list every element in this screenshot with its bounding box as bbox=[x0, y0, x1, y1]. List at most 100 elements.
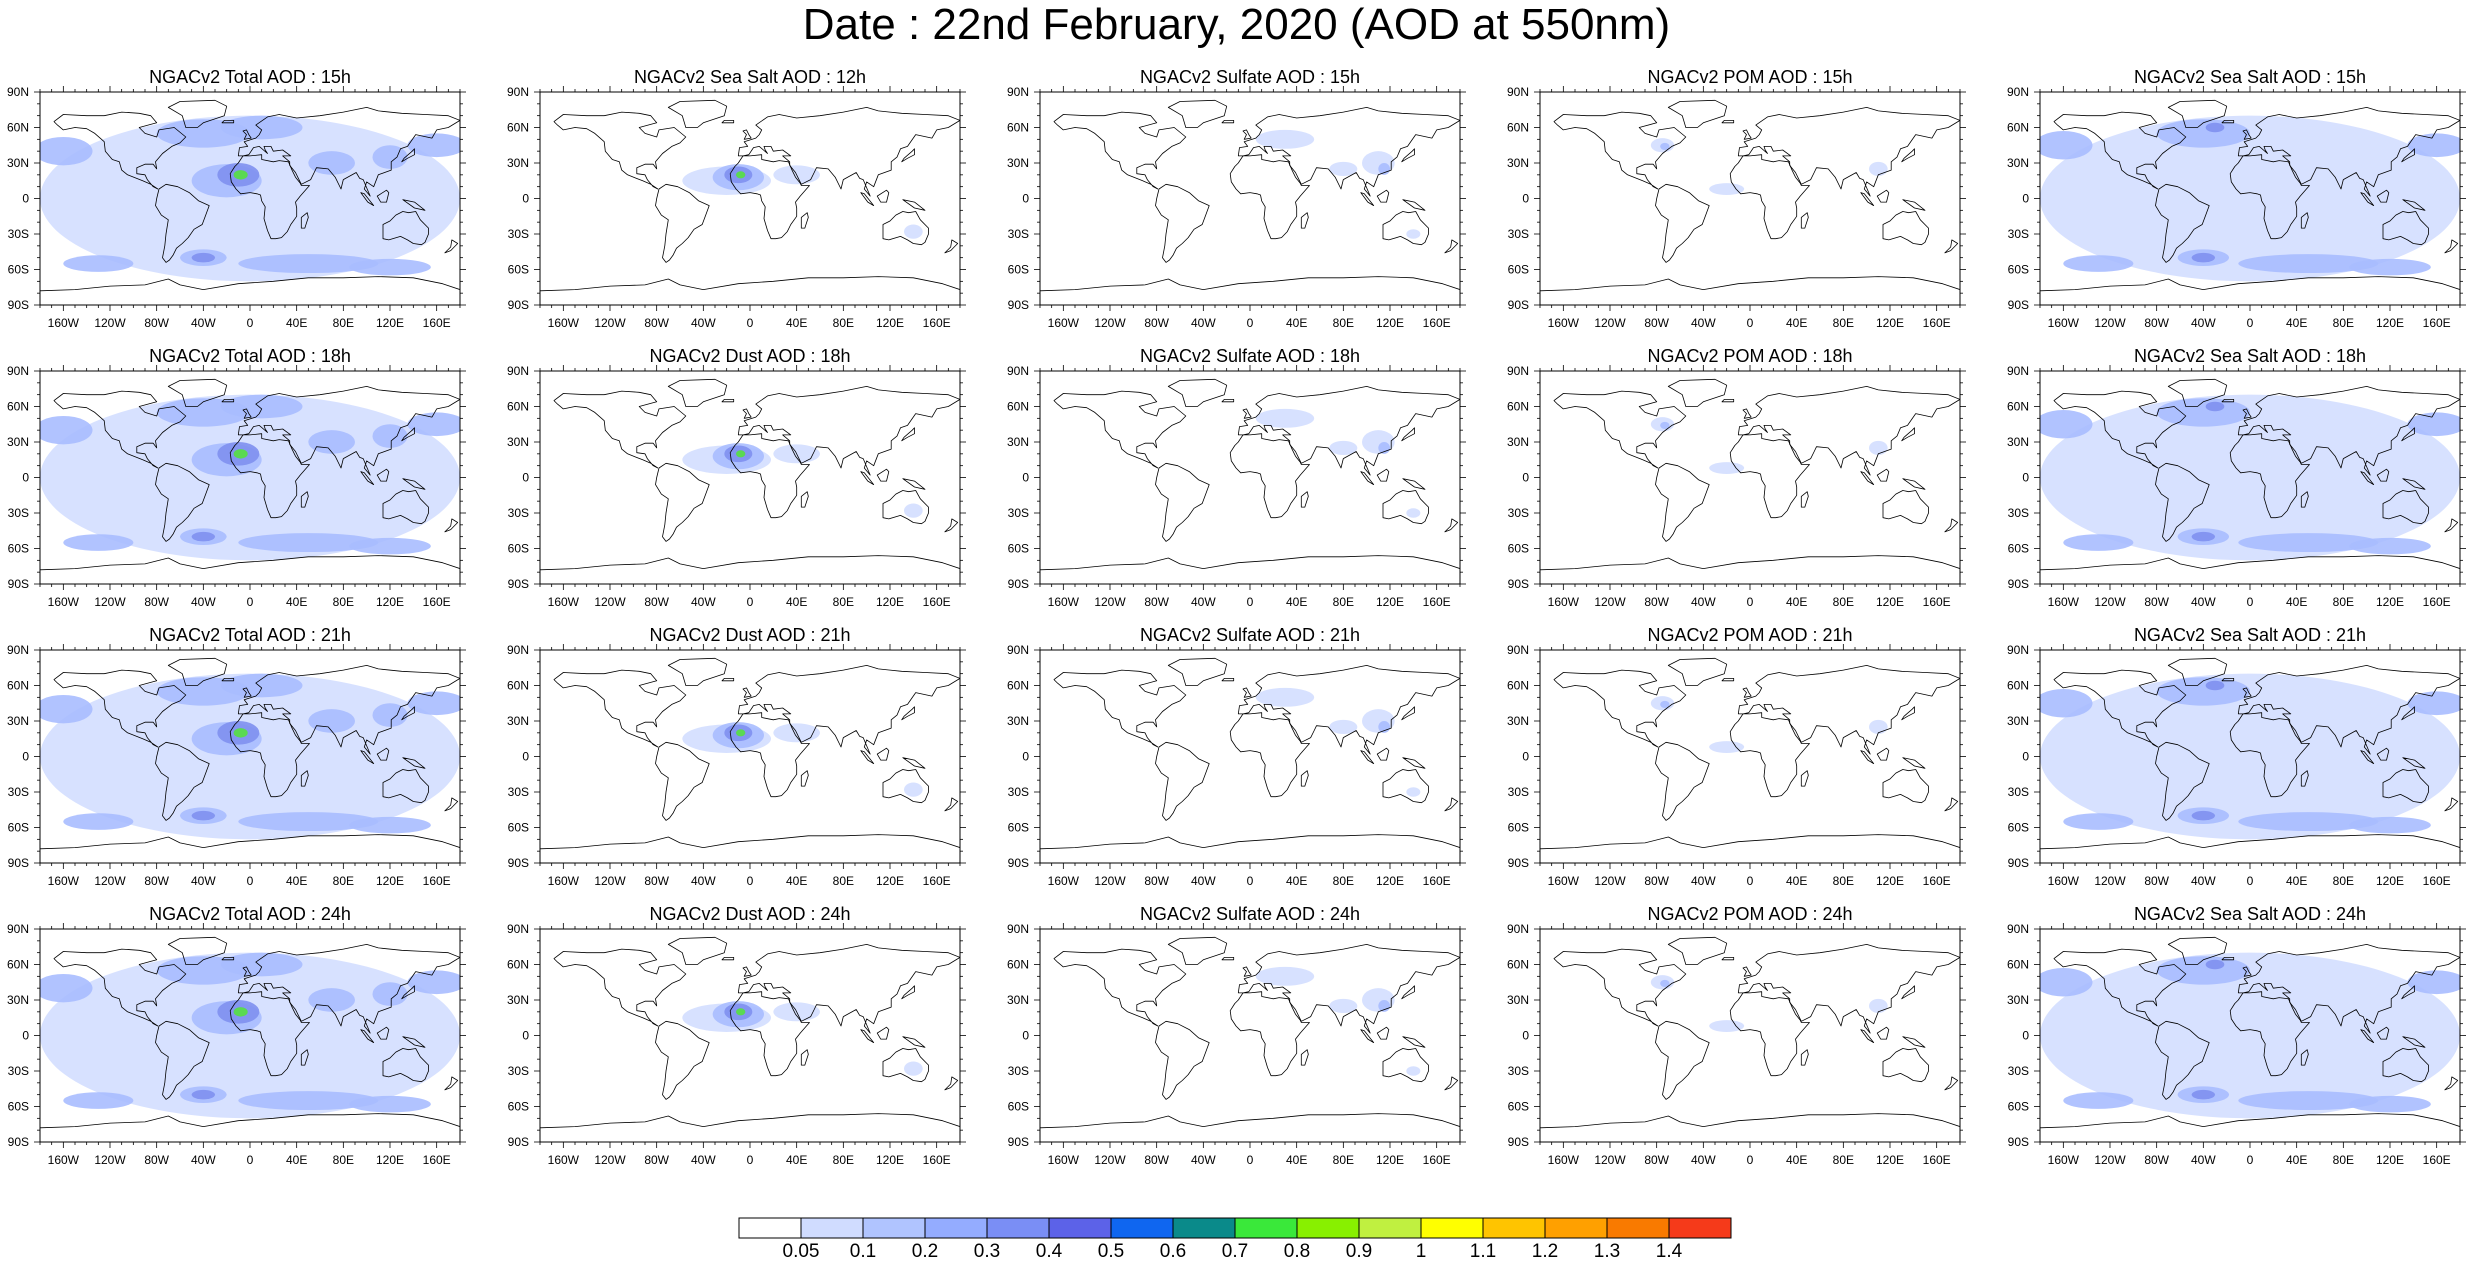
coastline-newGuinea bbox=[902, 757, 926, 769]
coastline-sumatra bbox=[1360, 1029, 1375, 1043]
coastline-greenland bbox=[2167, 99, 2228, 128]
coastline-borneo bbox=[876, 747, 890, 761]
aod-field bbox=[1650, 975, 1888, 1032]
lon-tick-label: 80E bbox=[2333, 316, 2354, 330]
coastline-nz bbox=[2444, 239, 2459, 254]
lon-tick-label: 120W bbox=[1594, 595, 1626, 609]
coastline-borneo bbox=[2376, 468, 2390, 482]
coastline-newGuinea bbox=[1902, 199, 1926, 211]
lon-tick-label: 0 bbox=[1247, 595, 1254, 609]
lon-tick-label: 80W bbox=[1644, 1153, 1669, 1167]
coastline-eurasia bbox=[237, 943, 460, 1034]
aod-plume bbox=[407, 133, 460, 158]
aod-plume bbox=[904, 1061, 923, 1076]
aod-plume bbox=[2063, 1092, 2134, 1109]
lon-tick-label: 160E bbox=[423, 1153, 451, 1167]
coastline-eurasia bbox=[737, 943, 960, 1034]
lat-tick-label: 30S bbox=[1508, 785, 1529, 799]
aod-plume bbox=[220, 394, 303, 419]
lat-tick-label: 0 bbox=[22, 192, 29, 206]
lon-tick-label: 40E bbox=[286, 1153, 307, 1167]
lon-tick-label: 120W bbox=[594, 316, 626, 330]
lon-tick-label: 160W bbox=[2048, 1153, 2080, 1167]
lon-tick-label: 40E bbox=[2286, 316, 2307, 330]
coastline-uk bbox=[742, 687, 752, 698]
lon-tick-label: 160W bbox=[1048, 595, 1080, 609]
coastline-sumatra bbox=[360, 1029, 375, 1043]
lon-tick-label: 120E bbox=[1376, 595, 1404, 609]
lon-tick-label: 120E bbox=[376, 874, 404, 888]
lat-tick-label: 30S bbox=[8, 506, 29, 520]
panel-title: NGACv2 Dust AOD : 21h bbox=[649, 625, 851, 645]
coastline-newGuinea bbox=[1902, 757, 1926, 769]
lon-tick-label: 160E bbox=[1923, 595, 1951, 609]
aod-plume bbox=[220, 115, 303, 140]
aod-plume bbox=[2238, 1091, 2379, 1111]
coastline-uk bbox=[742, 129, 752, 140]
coastlines bbox=[40, 936, 460, 1142]
coastline-australia bbox=[1882, 769, 1929, 804]
map-panel-sulfate: NGACv2 Sulfate AOD : 24h 90N 60N 30N 0 30S 60S… bbox=[1007, 904, 1485, 1174]
lon-tick-label: 40E bbox=[1786, 1153, 1807, 1167]
lon-tick-label: 120E bbox=[1876, 316, 1904, 330]
coastline-greenland bbox=[667, 657, 728, 686]
coastline-japan bbox=[401, 427, 415, 442]
lon-tick-label: 160E bbox=[2423, 1153, 2451, 1167]
lon-tick-label: 80W bbox=[1644, 316, 1669, 330]
lat-tick-label: 60N bbox=[1007, 958, 1029, 972]
aod-plume bbox=[2063, 813, 2134, 830]
lon-tick-label: 120W bbox=[94, 1153, 126, 1167]
map-panel-seasalt: NGACv2 Sea Salt AOD : 21h 90N 60N 30N 0 30S 60… bbox=[2007, 625, 2473, 895]
colorbar-label: 0.3 bbox=[974, 1241, 1000, 1261]
coastline-newGuinea bbox=[2402, 199, 2426, 211]
lat-tick-label: 60S bbox=[8, 1100, 29, 1114]
axis-ticks bbox=[2034, 365, 2466, 590]
coastline-australia bbox=[1882, 211, 1929, 246]
axis-ticks bbox=[534, 644, 966, 869]
lon-tick-label: 40E bbox=[1786, 316, 1807, 330]
coastline-australia bbox=[1882, 490, 1929, 525]
colorbar-swatch bbox=[986, 1217, 1050, 1239]
coastline-antarctica bbox=[40, 834, 460, 863]
aod-field bbox=[1255, 408, 1421, 518]
axis-ticks bbox=[1534, 644, 1966, 869]
lon-tick-label: 160E bbox=[2423, 595, 2451, 609]
aod-plume bbox=[904, 224, 923, 239]
lon-tick-label: 120E bbox=[876, 874, 904, 888]
coastline-australia bbox=[382, 769, 429, 804]
lat-tick-label: 60N bbox=[7, 121, 29, 135]
coastline-newGuinea bbox=[1402, 199, 1426, 211]
coastline-sumatra bbox=[860, 750, 875, 764]
coastline-iceland bbox=[2221, 956, 2235, 961]
coastline-southAmerica bbox=[1155, 462, 1210, 542]
coastline-madagascar bbox=[1300, 212, 1309, 229]
aod-plume bbox=[2407, 970, 2460, 995]
coastline-uk bbox=[1742, 687, 1752, 698]
lon-tick-label: 120E bbox=[1876, 874, 1904, 888]
lon-tick-label: 120E bbox=[876, 595, 904, 609]
coastline-greenland bbox=[167, 657, 228, 686]
lon-tick-label: 160W bbox=[48, 874, 80, 888]
lon-tick-label: 40W bbox=[1191, 316, 1216, 330]
coastline-madagascar bbox=[300, 212, 309, 229]
coastline-iceland bbox=[1221, 398, 1235, 403]
lon-tick-label: 40W bbox=[691, 1153, 716, 1167]
coastline-borneo bbox=[376, 468, 390, 482]
lon-tick-label: 160W bbox=[1548, 874, 1580, 888]
coastline-japan bbox=[901, 148, 915, 163]
coastline-africa bbox=[1229, 433, 1310, 519]
aod-plume bbox=[191, 1089, 215, 1100]
coastline-borneo bbox=[876, 1026, 890, 1040]
panel-title: NGACv2 Sea Salt AOD : 21h bbox=[2133, 625, 2367, 645]
aod-plume bbox=[1709, 462, 1745, 474]
aod-plume bbox=[1362, 988, 1395, 1012]
lon-tick-label: 80E bbox=[333, 595, 354, 609]
lon-tick-label: 40E bbox=[1786, 595, 1807, 609]
lat-tick-label: 30N bbox=[2007, 435, 2029, 449]
lon-tick-label: 0 bbox=[1747, 1153, 1754, 1167]
coastline-sumatra bbox=[1860, 192, 1875, 206]
aod-plume bbox=[220, 952, 303, 977]
lon-tick-label: 160E bbox=[1423, 874, 1451, 888]
aod-plume bbox=[372, 424, 408, 448]
colorbar-label: 1.1 bbox=[1470, 1241, 1496, 1261]
